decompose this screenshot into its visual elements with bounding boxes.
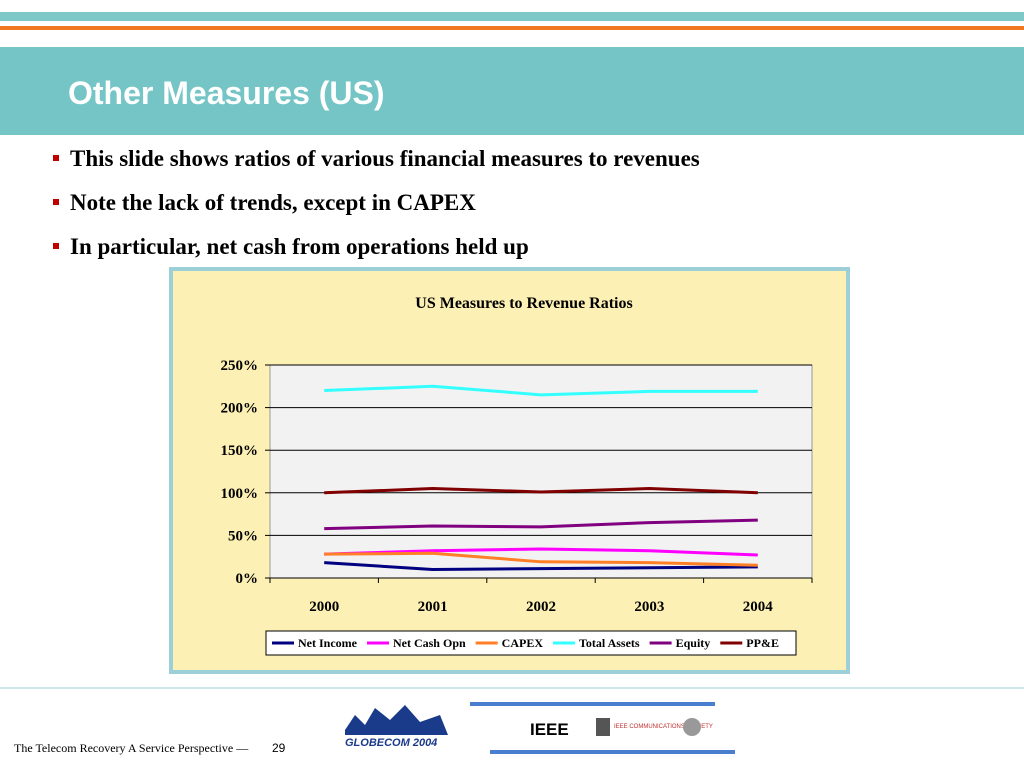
x-tick-label: 2003 bbox=[634, 599, 664, 615]
x-tick-label: 2001 bbox=[418, 599, 448, 615]
series-line bbox=[324, 384, 758, 397]
bullet bbox=[53, 243, 59, 249]
x-tick-label: 2000 bbox=[309, 599, 339, 615]
legend-label: Net Income bbox=[298, 636, 358, 650]
y-tick-label: 50% bbox=[228, 528, 258, 544]
logo-text: IEEE COMMUNICATIONS SOCIETY bbox=[614, 724, 713, 730]
series-line bbox=[324, 487, 758, 495]
legend-label: Total Assets bbox=[579, 636, 640, 650]
y-tick-label: 250% bbox=[221, 358, 259, 374]
bullet bbox=[53, 155, 59, 161]
title-bar bbox=[0, 47, 1024, 135]
bullet-text: This slide shows ratios of various finan… bbox=[70, 146, 700, 171]
logo-text: IEEE bbox=[530, 720, 569, 739]
bullet-text: Note the lack of trends, except in CAPEX bbox=[70, 190, 476, 215]
footer-text: The Telecom Recovery A Service Perspecti… bbox=[14, 741, 249, 755]
orange-stripe bbox=[0, 26, 1024, 30]
legend-label: CAPEX bbox=[502, 636, 544, 650]
bullet bbox=[53, 199, 59, 205]
page-number: 29 bbox=[272, 741, 286, 755]
legend-box bbox=[265, 630, 797, 656]
y-tick-label: 200% bbox=[221, 401, 259, 417]
logo-text: GLOBECOM 2004 bbox=[345, 737, 437, 749]
series-line bbox=[324, 551, 758, 567]
series-line bbox=[324, 547, 758, 557]
logo-icon bbox=[596, 718, 610, 736]
bullet-text: In particular, net cash from operations … bbox=[70, 234, 529, 259]
series-line bbox=[324, 561, 758, 571]
x-tick-label: 2002 bbox=[526, 599, 556, 615]
legend-label: Equity bbox=[676, 636, 711, 650]
logo-skyline bbox=[345, 705, 448, 735]
legend-label: Net Cash Opn bbox=[393, 636, 466, 650]
plot-area bbox=[269, 364, 813, 579]
legend-label: PP&E bbox=[746, 636, 779, 650]
x-tick-label: 2004 bbox=[743, 599, 774, 615]
slide-title: Other Measures (US) bbox=[68, 75, 385, 111]
logo-band bbox=[490, 750, 735, 754]
logo-globe bbox=[683, 718, 701, 736]
series-line bbox=[324, 518, 758, 531]
y-tick-label: 100% bbox=[221, 486, 259, 502]
y-tick-label: 0% bbox=[236, 571, 259, 587]
chart-title: US Measures to Revenue Ratios bbox=[415, 295, 632, 312]
top-stripe bbox=[0, 12, 1024, 21]
y-tick-label: 150% bbox=[221, 443, 259, 459]
logo-band bbox=[470, 702, 715, 706]
legend: Net Income Net Cash Opn CAPEX Total Assets E… bbox=[265, 630, 797, 656]
